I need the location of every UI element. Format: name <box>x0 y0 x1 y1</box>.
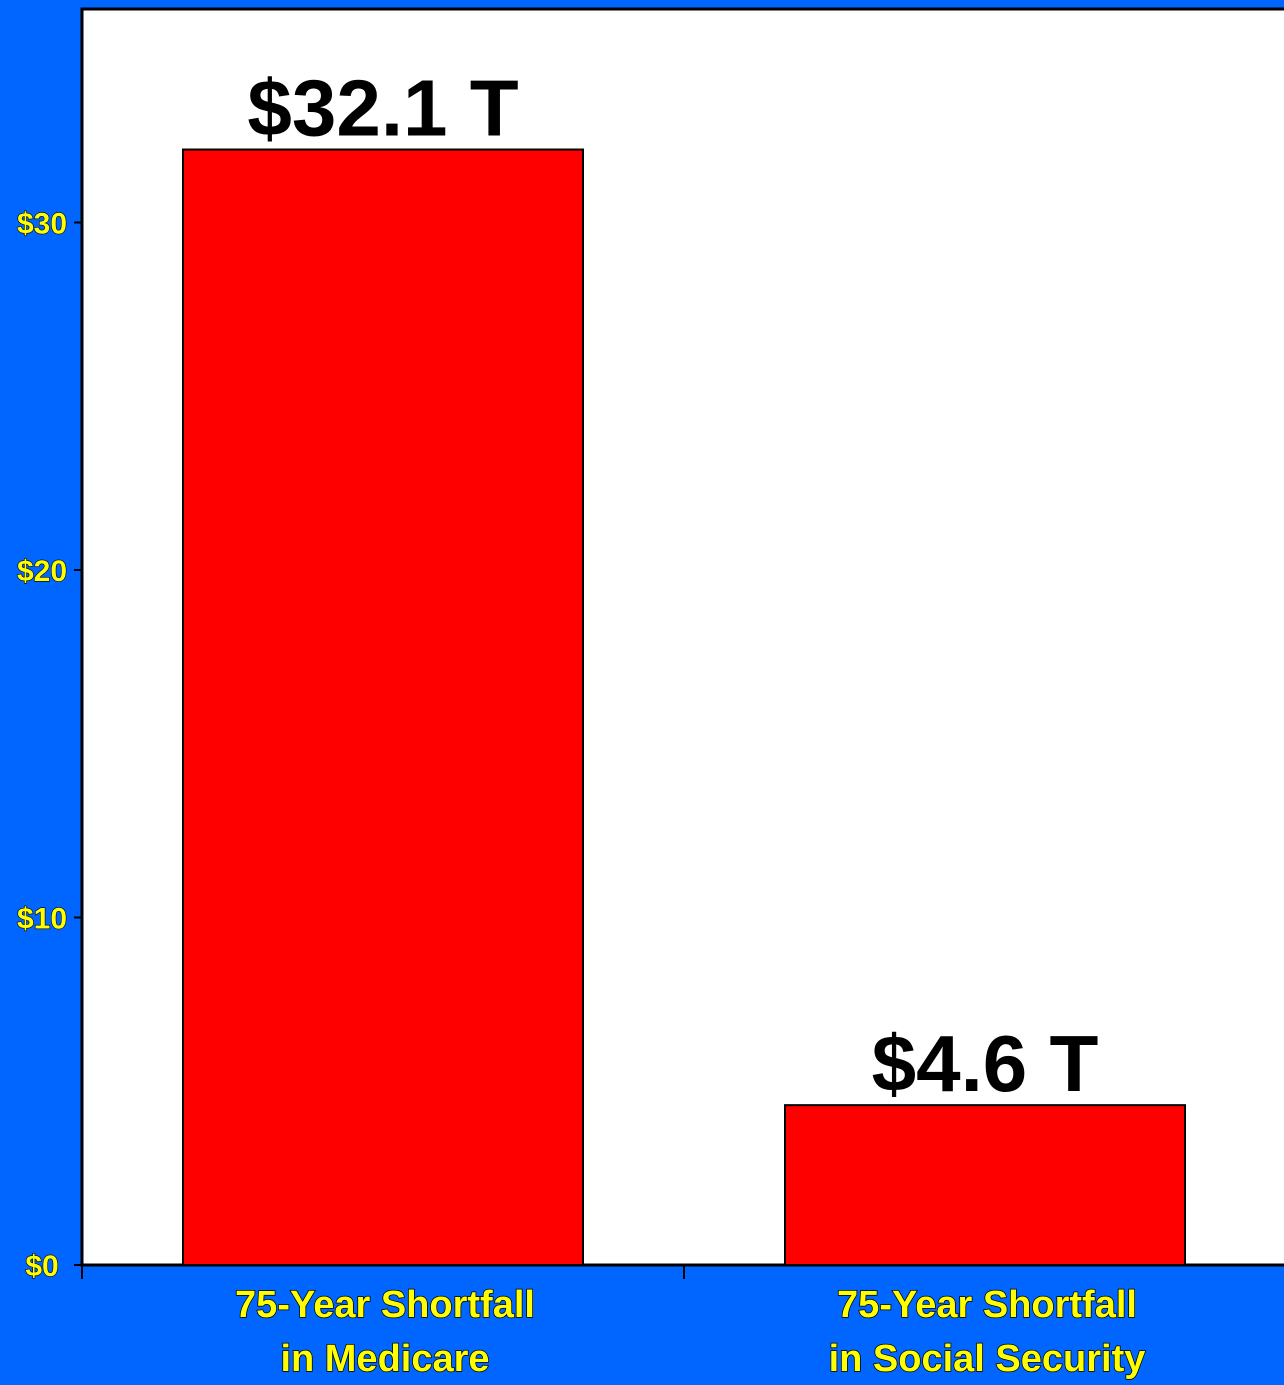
bar-value-label: $32.1 T <box>247 64 518 153</box>
bar <box>784 1104 1186 1267</box>
y-axis: $0 $10 $20 $30 <box>16 207 82 1284</box>
y-tick-label: $0 <box>25 1250 58 1283</box>
y-tick-label: $10 <box>17 903 67 936</box>
x-category-label: 75-Year Shortfall <box>837 1284 1137 1326</box>
x-category-label: 75-Year Shortfall <box>235 1284 535 1326</box>
bars <box>182 148 1186 1267</box>
data-labels: $32.1 T $4.6 T <box>247 64 1098 1109</box>
x-category-label: in Medicare <box>280 1338 489 1380</box>
x-category-label: in Social Security <box>829 1338 1146 1380</box>
x-axis: 75-Year Shortfall in Medicare 75-Year Shor… <box>81 1263 1284 1381</box>
y-tick-label: $20 <box>17 555 67 588</box>
bar <box>182 148 584 1266</box>
y-tick-label: $30 <box>17 208 67 241</box>
bar-value-label: $4.6 T <box>872 1019 1099 1108</box>
